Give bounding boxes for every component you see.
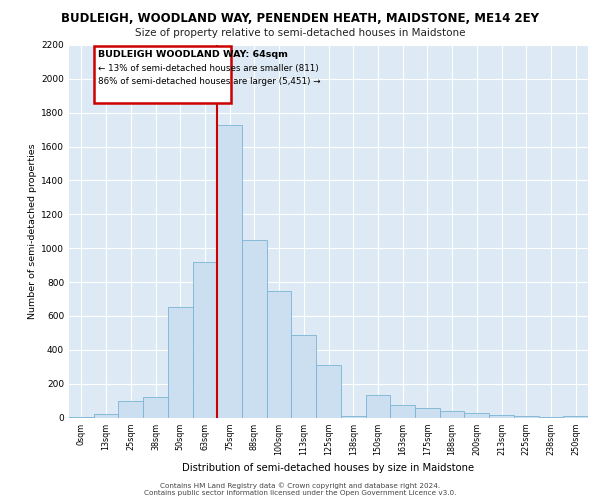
Bar <box>464 414 489 418</box>
Bar <box>341 416 365 418</box>
Bar <box>292 334 316 417</box>
Bar <box>69 416 94 418</box>
Bar <box>143 397 168 417</box>
Text: ← 13% of semi-detached houses are smaller (811): ← 13% of semi-detached houses are smalle… <box>98 64 319 72</box>
Text: Contains HM Land Registry data © Crown copyright and database right 2024.: Contains HM Land Registry data © Crown c… <box>160 482 440 489</box>
Text: Size of property relative to semi-detached houses in Maidstone: Size of property relative to semi-detach… <box>135 28 465 38</box>
Bar <box>316 365 341 418</box>
Bar <box>539 416 563 418</box>
Bar <box>390 405 415 417</box>
Bar <box>365 396 390 417</box>
X-axis label: Distribution of semi-detached houses by size in Maidstone: Distribution of semi-detached houses by … <box>182 464 475 473</box>
Bar <box>514 416 539 418</box>
FancyBboxPatch shape <box>94 46 231 102</box>
Bar <box>217 124 242 418</box>
Bar <box>168 308 193 418</box>
Bar <box>267 290 292 418</box>
Text: 86% of semi-detached houses are larger (5,451) →: 86% of semi-detached houses are larger (… <box>98 77 320 86</box>
Bar <box>94 414 118 418</box>
Bar <box>415 408 440 418</box>
Text: BUDLEIGH WOODLAND WAY: 64sqm: BUDLEIGH WOODLAND WAY: 64sqm <box>98 50 288 59</box>
Bar <box>489 415 514 418</box>
Y-axis label: Number of semi-detached properties: Number of semi-detached properties <box>28 144 37 319</box>
Bar <box>440 410 464 418</box>
Text: BUDLEIGH, WOODLAND WAY, PENENDEN HEATH, MAIDSTONE, ME14 2EY: BUDLEIGH, WOODLAND WAY, PENENDEN HEATH, … <box>61 12 539 26</box>
Text: Contains public sector information licensed under the Open Government Licence v3: Contains public sector information licen… <box>144 490 456 496</box>
Bar <box>242 240 267 418</box>
Bar <box>563 416 588 418</box>
Bar <box>118 400 143 417</box>
Bar <box>193 262 217 418</box>
